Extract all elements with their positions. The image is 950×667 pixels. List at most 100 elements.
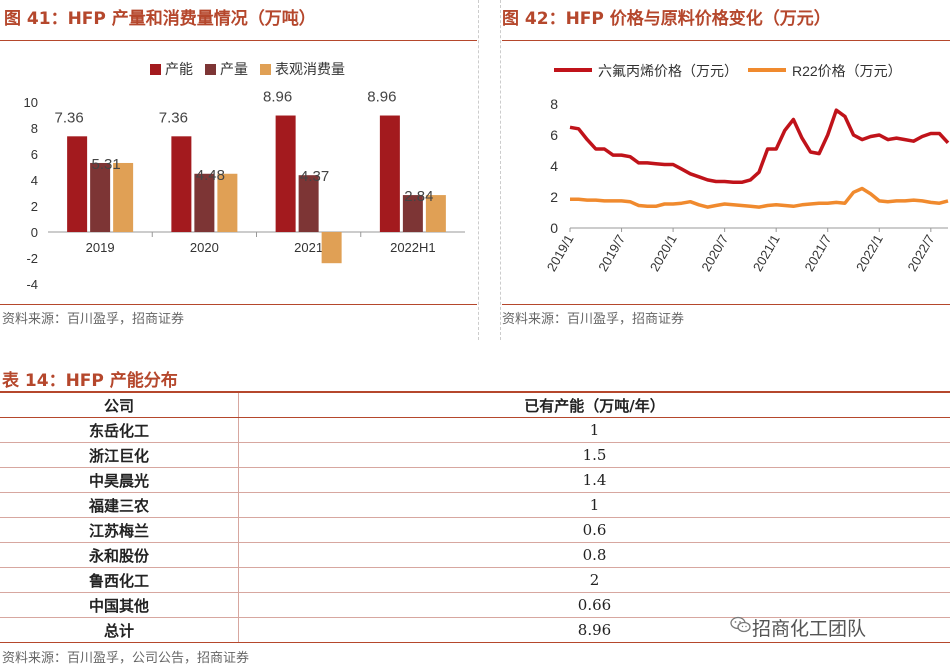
header-capacity: 已有产能（万吨/年）	[238, 391, 950, 418]
hfp-production-consumption-chart: 产能 产量 表观消费量 -4 -2 0 2 4 6 8 10 2019 7.36 5.31 2020 7.36…	[24, 61, 465, 292]
y-tick-label: 8	[550, 96, 558, 112]
data-label: 4.48	[196, 167, 225, 184]
data-label: 4.37	[300, 168, 329, 185]
table-row: 福建三农 1	[0, 492, 950, 518]
panel-divider-right	[500, 0, 501, 340]
company-cell: 永和股份	[0, 542, 239, 568]
table-row: 永和股份 0.8	[0, 542, 950, 568]
legend-swatch	[150, 64, 161, 75]
bar	[217, 173, 238, 232]
bar	[379, 115, 400, 232]
company-cell: 福建三农	[0, 492, 239, 518]
capacity-cell: 1.4	[238, 467, 950, 493]
x-tick-label: 2020	[190, 240, 219, 255]
x-tick-label: 2022/7	[905, 232, 938, 274]
capacity-cell: 0.6	[238, 517, 950, 543]
x-tick-label: 2022/1	[853, 232, 886, 274]
legend-label: R22价格（万元）	[792, 63, 902, 79]
bar	[67, 136, 88, 232]
fig41-source-rule	[0, 304, 477, 305]
table-total-row: 总计 8.96	[0, 617, 950, 643]
y-tick-label: 10	[24, 95, 38, 110]
data-label: 7.36	[55, 109, 84, 126]
x-tick-label: 2020/1	[647, 232, 680, 274]
x-tick-label: 2019/1	[544, 232, 577, 274]
fig41-title-rule	[0, 40, 477, 41]
table-row: 江苏梅兰 0.6	[0, 517, 950, 543]
y-tick-label: 4	[550, 158, 558, 174]
table-row: 浙江巨化 1.5	[0, 442, 950, 468]
fig42-title-rule	[502, 40, 950, 41]
y-tick-label: -4	[26, 277, 38, 292]
table-row: 东岳化工 1	[0, 417, 950, 443]
series-line	[569, 108, 950, 185]
bar	[402, 195, 423, 232]
fig42-source: 资料来源：百川盈孚，招商证券	[502, 312, 685, 327]
y-tick-label: 2	[550, 189, 558, 205]
hfp-price-chart: 六氟丙烯价格（万元） R22价格（万元） 0 2 4 6 8 2019/1 2019/7 2020…	[544, 63, 950, 274]
legend-label: 表观消费量	[275, 61, 345, 77]
watermark-text: 招商化工团队	[752, 618, 867, 640]
y-tick-label: 4	[31, 173, 38, 188]
table-header-row: 公司 已有产能（万吨/年）	[0, 391, 950, 418]
data-label: 8.96	[367, 89, 396, 106]
capacity-cell: 0.8	[238, 542, 950, 568]
capacity-cell: 2	[238, 567, 950, 593]
legend-label: 产能	[165, 61, 193, 77]
y-tick-label: 0	[31, 225, 38, 240]
series-line	[570, 186, 949, 209]
legend-swatch	[260, 64, 271, 75]
panel-divider-left	[478, 0, 479, 340]
y-tick-label: 8	[31, 121, 38, 136]
x-tick-label: 2021/1	[750, 232, 783, 274]
data-label: 5.31	[92, 156, 121, 173]
total-label: 总计	[0, 617, 239, 643]
capacity-cell: 1.5	[238, 442, 950, 468]
y-tick-label: -2	[26, 251, 38, 266]
bar	[425, 195, 446, 232]
data-label: 8.96	[263, 89, 292, 106]
fig41-title: 图 41：HFP 产量和消费量情况（万吨）	[4, 9, 316, 29]
capacity-cell: 1	[238, 492, 950, 518]
table14-title: 表 14：HFP 产能分布	[2, 371, 178, 391]
x-tick-label: 2021/7	[801, 232, 834, 274]
fig42-title: 图 42：HFP 价格与原料价格变化（万元）	[502, 9, 831, 29]
x-tick-label: 2019	[86, 240, 115, 255]
company-cell: 江苏梅兰	[0, 517, 239, 543]
data-label: 7.36	[159, 109, 188, 126]
company-cell: 中国其他	[0, 592, 239, 618]
wechat-icon	[730, 616, 751, 633]
table-row: 中昊晨光 1.4	[0, 467, 950, 493]
data-label: 2.84	[404, 188, 433, 205]
total-value: 8.96	[238, 617, 950, 643]
legend-label: 六氟丙烯价格（万元）	[598, 63, 738, 79]
capacity-table: 公司 已有产能（万吨/年） 东岳化工 1 浙江巨化 1.5 中昊晨光 1.4 福建三农…	[0, 391, 950, 643]
bar	[171, 136, 192, 232]
x-tick-label: 2019/7	[595, 232, 628, 274]
x-tick-label: 2021	[294, 240, 323, 255]
company-cell: 鲁西化工	[0, 567, 239, 593]
x-tick-label: 2022H1	[390, 240, 436, 255]
y-tick-label: 6	[31, 147, 38, 162]
y-tick-label: 0	[550, 220, 558, 236]
capacity-cell: 1	[238, 417, 950, 443]
fig41-source: 资料来源：百川盈孚，招商证券	[2, 312, 185, 327]
bar	[113, 162, 134, 232]
table14-source: 资料来源：百川盈孚，公司公告，招商证券	[2, 651, 250, 666]
y-tick-label: 2	[31, 199, 38, 214]
y-tick-label: 6	[550, 127, 558, 143]
bar	[298, 175, 319, 232]
company-cell: 东岳化工	[0, 417, 239, 443]
table-row: 鲁西化工 2	[0, 567, 950, 593]
company-cell: 浙江巨化	[0, 442, 239, 468]
company-cell: 中昊晨光	[0, 467, 239, 493]
bar	[194, 173, 215, 232]
x-tick-label: 2020/7	[698, 232, 731, 274]
bar	[90, 162, 111, 232]
bar	[321, 232, 342, 264]
fig42-source-rule	[502, 304, 950, 305]
legend-swatch	[205, 64, 216, 75]
bar	[275, 115, 296, 232]
legend-label: 产量	[220, 61, 248, 77]
header-company: 公司	[0, 391, 239, 418]
